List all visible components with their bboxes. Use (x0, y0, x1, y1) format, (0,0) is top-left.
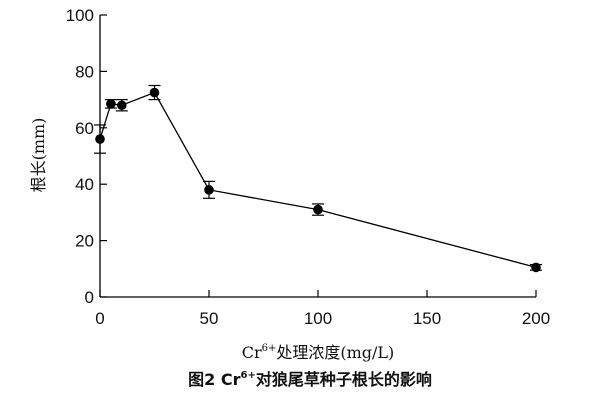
x-tick-label: 200 (522, 309, 550, 328)
x-tick-label: 150 (413, 309, 441, 328)
series-layer (94, 84, 542, 273)
data-point (95, 134, 105, 144)
y-tick-label: 80 (75, 62, 94, 81)
data-point (204, 185, 214, 195)
data-point (117, 100, 127, 111)
y-tick-label: 60 (75, 119, 94, 138)
data-point (313, 204, 323, 215)
axes: 0 20 40 60 80 100 0 50 100 150 200 (66, 6, 551, 328)
x-tick-label: 0 (95, 309, 104, 328)
data-point (106, 99, 116, 109)
data-point (149, 87, 160, 98)
y-tick-label: 100 (66, 6, 94, 25)
x-tick-label: 100 (304, 309, 332, 328)
y-tick-label: 40 (75, 175, 94, 194)
series-line (99, 91, 537, 269)
y-axis-label: 根长(mm) (29, 118, 48, 193)
x-tick-label: 50 (200, 309, 219, 328)
figure-caption: 图2 Cr6+对狼尾草种子根长的影响 (188, 370, 432, 389)
y-tick-label: 20 (75, 232, 94, 251)
data-point (531, 262, 541, 273)
x-axis-label: Cr6+处理浓度(mg/L) (242, 343, 395, 362)
y-tick-label: 0 (85, 288, 94, 307)
